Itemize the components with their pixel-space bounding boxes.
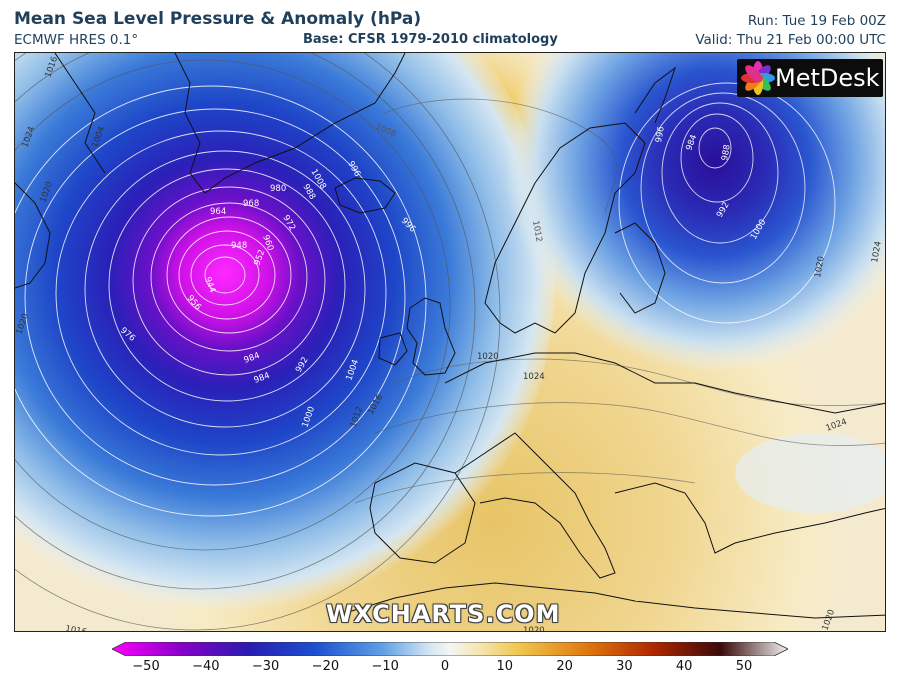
isobar-label: 1020 (477, 352, 499, 362)
isobar-label: 996 (654, 126, 667, 144)
colorbar-tick-label: 0 (440, 659, 450, 674)
isobar-label: 1024 (870, 240, 884, 263)
isobars-russia-low (618, 82, 836, 324)
isobar-label: 1016 (64, 624, 87, 632)
model-label: ECMWF HRES 0.1° (14, 32, 139, 48)
isobar-label: 1024 (523, 372, 545, 382)
isobar-label: 968 (243, 199, 259, 209)
metdesk-logo: MetDesk (737, 59, 883, 97)
colorbar-tick-label: 20 (556, 659, 573, 674)
isobars-outer (15, 53, 501, 631)
colorbar (112, 642, 788, 656)
isobar-label: 988 (720, 144, 733, 162)
isobar-label: 964 (210, 207, 226, 217)
colorbar-tick-label: −40 (192, 659, 220, 674)
colorbar-tick-label: 40 (675, 659, 693, 674)
watermark: WXCHARTS.COM (326, 600, 561, 628)
isobar-label: 1012 (530, 220, 544, 243)
colorbar-tick-label: 10 (496, 659, 514, 674)
chart-title: Mean Sea Level Pressure & Anomaly (hPa) (14, 9, 422, 29)
colorbar-tick-label: −50 (132, 659, 160, 674)
run-label: Run: Tue 19 Feb 00Z (747, 13, 886, 29)
climatology-label: Base: CFSR 1979-2010 climatology (303, 32, 558, 47)
isobar-label: 980 (270, 184, 286, 194)
colorbar-tick-label: −10 (371, 659, 399, 674)
flower-icon (741, 61, 775, 95)
colorbar-tick-label: 50 (735, 659, 753, 674)
isobars-high (354, 98, 885, 504)
pressure-map[interactable]: 1016 1024 1004 1008 1012 980 984 988 964… (14, 52, 886, 632)
logo-text: MetDesk (775, 64, 880, 92)
isobar-label: 1020 (813, 255, 827, 278)
map-canvas: 1016 1024 1004 1008 1012 980 984 988 964… (15, 53, 885, 632)
anomaly-low-blacksea (735, 433, 885, 513)
isobar-label: 948 (231, 241, 247, 251)
anomaly-low-russia (485, 53, 885, 433)
coastlines (15, 53, 885, 619)
isobar-label: 1020 (523, 626, 545, 632)
colorbar-tick-label: −20 (311, 659, 340, 674)
colorbar-tick-label: −30 (251, 659, 280, 674)
colorbar-tick-label: 30 (616, 659, 633, 674)
isobars-atlantic-low (15, 85, 427, 517)
valid-label: Valid: Thu 21 Feb 00:00 UTC (695, 32, 886, 48)
